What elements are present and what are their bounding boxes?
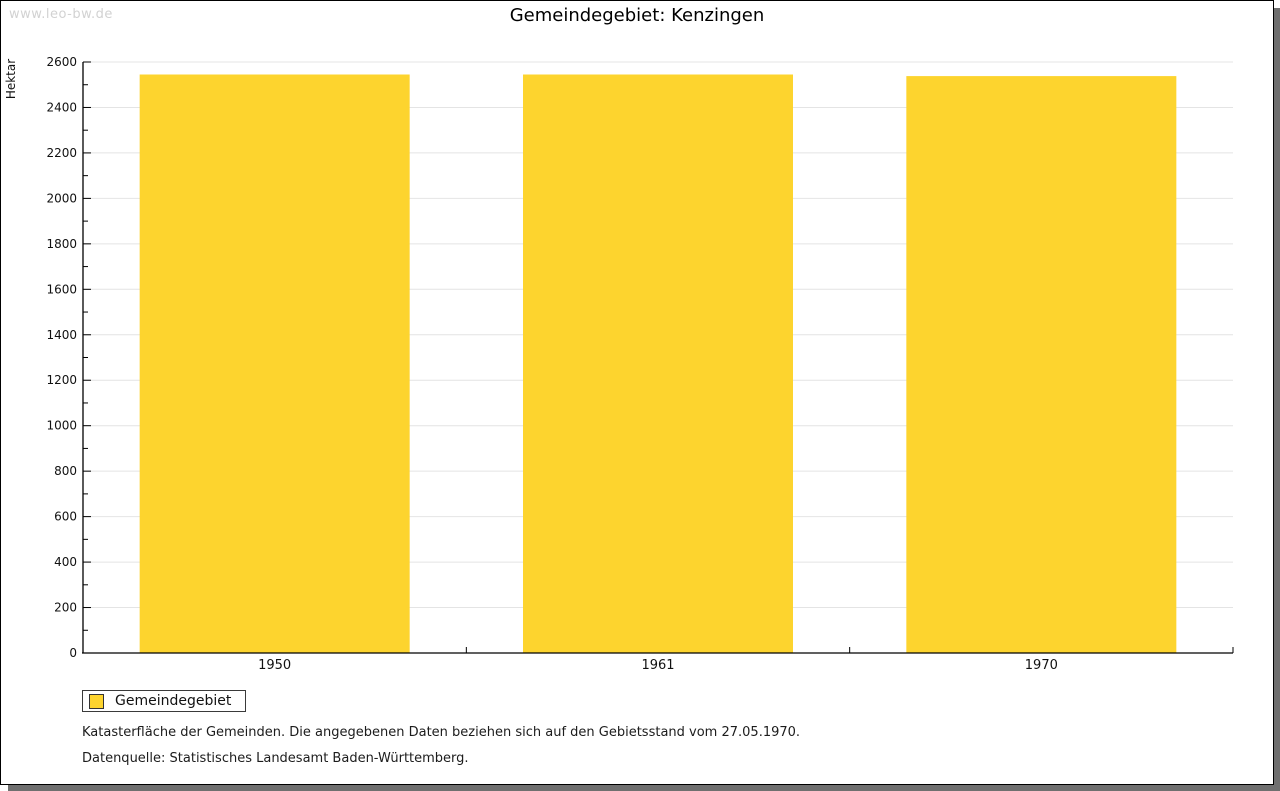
y-tick-label: 600 [54,510,77,524]
bar-1950 [139,74,410,653]
legend-swatch [89,693,104,709]
y-tick-label: 400 [54,555,77,569]
y-tick-label: 2200 [46,146,77,160]
watermark: www.leo-bw.de [9,7,113,22]
bar-chart: 1950 1961 1970 0 200 400 600 800 1000 1200 1400 160… [4,55,1234,673]
y-tick-label: 1400 [46,328,77,342]
y-tick-label: 800 [54,464,77,478]
y-tick-label: 2400 [46,100,77,114]
legend-label: Gemeindegebiet [115,693,232,709]
y-tick-label: 0 [69,646,77,660]
caption-line-2: Datenquelle: Statistisches Landesamt Bad… [82,751,469,766]
bar-1961 [523,74,793,653]
page-title: Gemeindegebiet: Kenzingen [509,5,765,26]
x-tick-label: 1970 [1025,658,1058,673]
y-axis-title: Hektar [4,59,18,99]
y-tick-label: 1600 [46,282,77,296]
y-tick-label: 1000 [46,419,77,433]
y-tick-label: 1200 [46,373,77,387]
y-tick-label: 2600 [46,55,77,69]
y-tick-label: 2000 [46,191,77,205]
x-tick-label: 1950 [258,658,291,673]
legend: Gemeindegebiet [82,690,247,712]
bar-1970 [906,76,1177,653]
y-tick-label: 200 [54,601,77,615]
y-tick-label: 1800 [46,237,77,251]
caption-line-1: Katasterfläche der Gemeinden. Die angege… [82,725,801,740]
x-tick-label: 1961 [641,658,674,673]
